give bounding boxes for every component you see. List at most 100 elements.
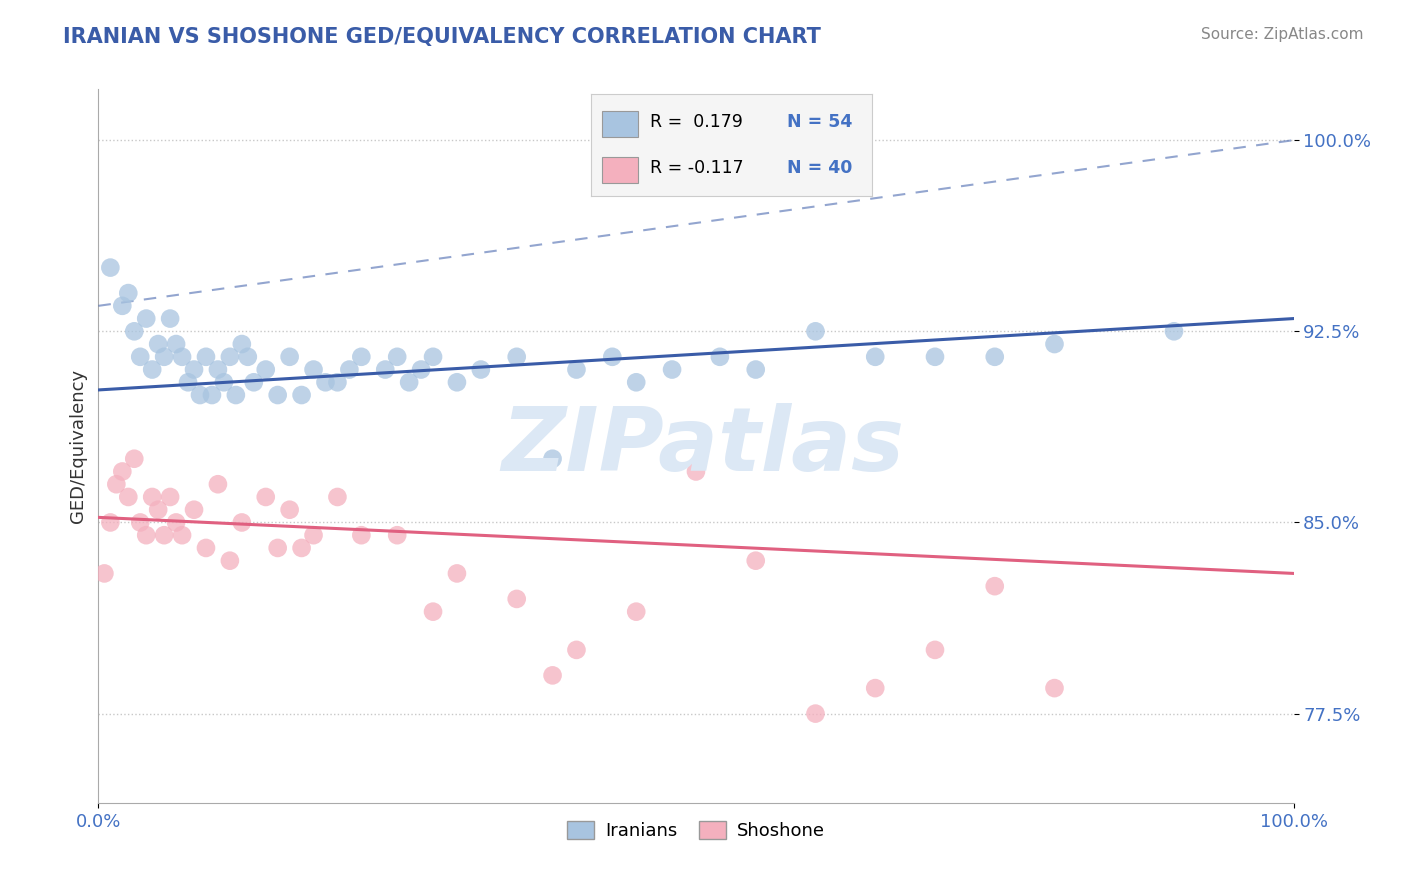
Point: [411, 362, 433, 376]
Point: [183, 502, 205, 516]
Point: [153, 350, 176, 364]
Point: [183, 362, 205, 376]
Point: [254, 362, 277, 376]
Point: [207, 477, 229, 491]
Point: [984, 350, 1007, 364]
Point: [98, 516, 122, 530]
Point: [446, 376, 468, 390]
Point: [117, 490, 139, 504]
Point: [326, 490, 349, 504]
Point: [267, 541, 290, 555]
Point: [1163, 324, 1185, 338]
Point: [188, 388, 211, 402]
Point: [278, 502, 301, 516]
Point: [661, 362, 683, 376]
Point: [172, 350, 194, 364]
Point: [339, 362, 361, 376]
Point: [195, 541, 218, 555]
Point: [565, 362, 588, 376]
Point: [172, 528, 194, 542]
Point: [159, 311, 181, 326]
FancyBboxPatch shape: [602, 112, 638, 136]
Point: [98, 260, 122, 275]
Text: N = 40: N = 40: [787, 159, 852, 177]
Point: [350, 350, 373, 364]
Point: [207, 362, 229, 376]
Point: [141, 490, 163, 504]
Point: [541, 668, 564, 682]
Point: [506, 591, 529, 606]
Point: [93, 566, 115, 581]
Point: [541, 451, 564, 466]
Point: [626, 376, 648, 390]
Point: [254, 490, 277, 504]
Point: [129, 516, 152, 530]
Legend: Iranians, Shoshone: Iranians, Shoshone: [560, 814, 832, 847]
Point: [267, 388, 290, 402]
Point: [398, 376, 420, 390]
Point: [129, 350, 152, 364]
Point: [219, 350, 242, 364]
Point: [165, 337, 187, 351]
Point: [745, 554, 768, 568]
Text: N = 54: N = 54: [787, 113, 852, 131]
Point: [506, 350, 529, 364]
Point: [315, 376, 337, 390]
Point: [201, 388, 224, 402]
FancyBboxPatch shape: [602, 157, 638, 183]
Point: [124, 451, 146, 466]
Point: [111, 299, 134, 313]
Point: [243, 376, 266, 390]
Point: [745, 362, 768, 376]
Point: [219, 554, 242, 568]
Point: [231, 516, 253, 530]
Point: [350, 528, 373, 542]
Point: [446, 566, 468, 581]
Point: [804, 324, 827, 338]
Point: [385, 350, 409, 364]
Point: [278, 350, 301, 364]
Point: [177, 376, 200, 390]
Y-axis label: GED/Equivalency: GED/Equivalency: [69, 369, 87, 523]
Point: [626, 605, 648, 619]
Point: [159, 490, 181, 504]
Point: [565, 643, 588, 657]
Text: Source: ZipAtlas.com: Source: ZipAtlas.com: [1201, 27, 1364, 42]
Point: [195, 350, 218, 364]
Point: [135, 528, 157, 542]
Point: [148, 337, 170, 351]
Point: [302, 362, 325, 376]
Point: [105, 477, 128, 491]
Point: [1043, 681, 1066, 695]
Point: [236, 350, 259, 364]
Text: ZIPatlas: ZIPatlas: [502, 402, 904, 490]
Point: [602, 350, 624, 364]
Point: [804, 706, 827, 721]
Point: [422, 605, 444, 619]
Point: [709, 350, 731, 364]
Point: [865, 350, 887, 364]
Point: [291, 541, 314, 555]
Point: [374, 362, 396, 376]
Text: IRANIAN VS SHOSHONE GED/EQUIVALENCY CORRELATION CHART: IRANIAN VS SHOSHONE GED/EQUIVALENCY CORR…: [63, 27, 821, 46]
Point: [153, 528, 176, 542]
Point: [470, 362, 492, 376]
Point: [148, 502, 170, 516]
Point: [924, 643, 946, 657]
Point: [685, 465, 707, 479]
Point: [135, 311, 157, 326]
Point: [231, 337, 253, 351]
Text: R =  0.179: R = 0.179: [650, 113, 742, 131]
Point: [422, 350, 444, 364]
Point: [1043, 337, 1066, 351]
Point: [165, 516, 187, 530]
Point: [124, 324, 146, 338]
Point: [385, 528, 409, 542]
Point: [924, 350, 946, 364]
Point: [212, 376, 235, 390]
Point: [291, 388, 314, 402]
Text: R = -0.117: R = -0.117: [650, 159, 744, 177]
Point: [865, 681, 887, 695]
Point: [302, 528, 325, 542]
Point: [225, 388, 247, 402]
